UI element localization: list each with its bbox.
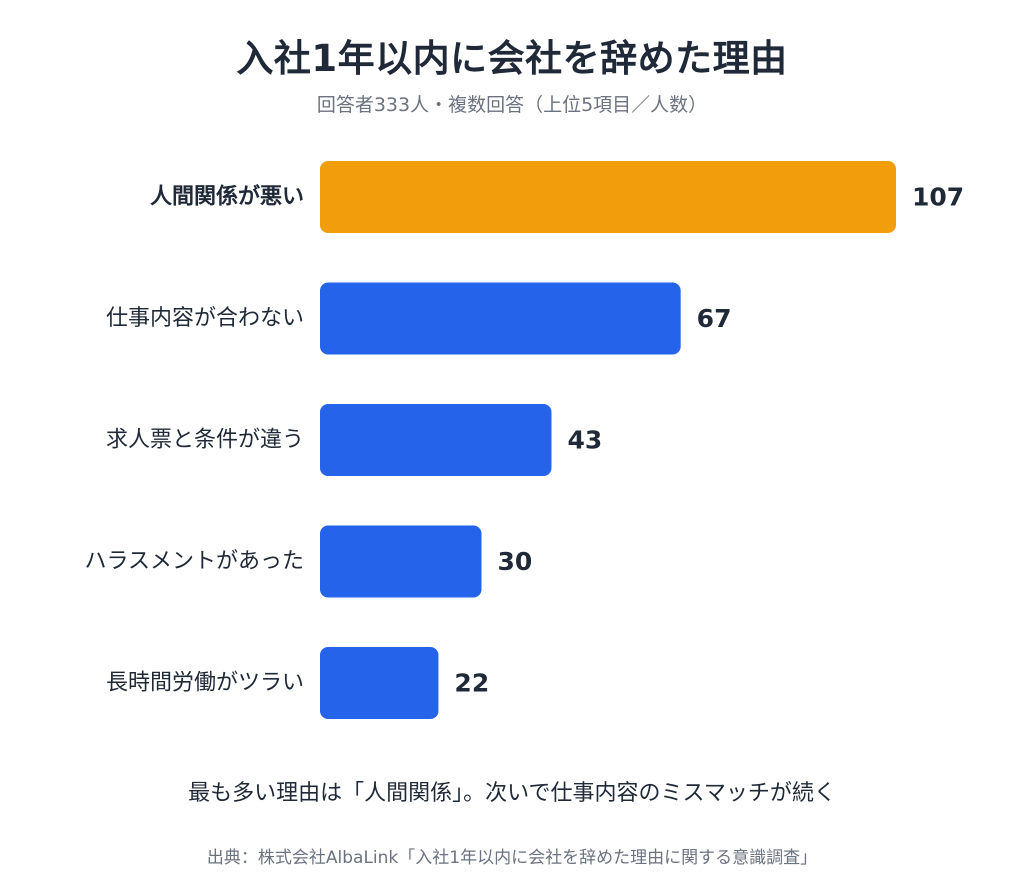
value-label: 43: [567, 426, 602, 455]
chart-subtitle: 回答者333人・複数回答（上位5項目／人数）: [316, 94, 708, 116]
value-label: 107: [912, 183, 964, 212]
value-label: 22: [454, 669, 489, 698]
category-label: 仕事内容が合わない: [106, 306, 304, 331]
bar: [320, 161, 896, 233]
value-label: 67: [697, 304, 732, 333]
chart-title: 入社1年以内に会社を辞めた理由: [236, 37, 788, 80]
category-label: 長時間労働がツラい: [106, 671, 304, 696]
bar: [320, 404, 552, 476]
source-note: 出典：株式会社AlbaLink「入社1年以内に会社を辞めた理由に関する意識調査」: [206, 848, 818, 868]
category-label: 求人票と条件が違う: [106, 428, 304, 453]
category-label: 人間関係が悪い: [150, 184, 304, 210]
category-label: ハラスメントがあった: [84, 549, 304, 574]
bar-chart: 人間関係が悪い 107 仕事内容が合わない 67 求人票と条件が違う 43 ハラスメントがあ…: [84, 161, 964, 719]
bar: [320, 647, 439, 719]
bar: [320, 525, 482, 598]
bar: [320, 282, 681, 355]
chart-caption: 最も多い理由は「人間関係」。次いで仕事内容のミスマッチが続く: [188, 781, 836, 806]
value-label: 30: [497, 547, 532, 576]
